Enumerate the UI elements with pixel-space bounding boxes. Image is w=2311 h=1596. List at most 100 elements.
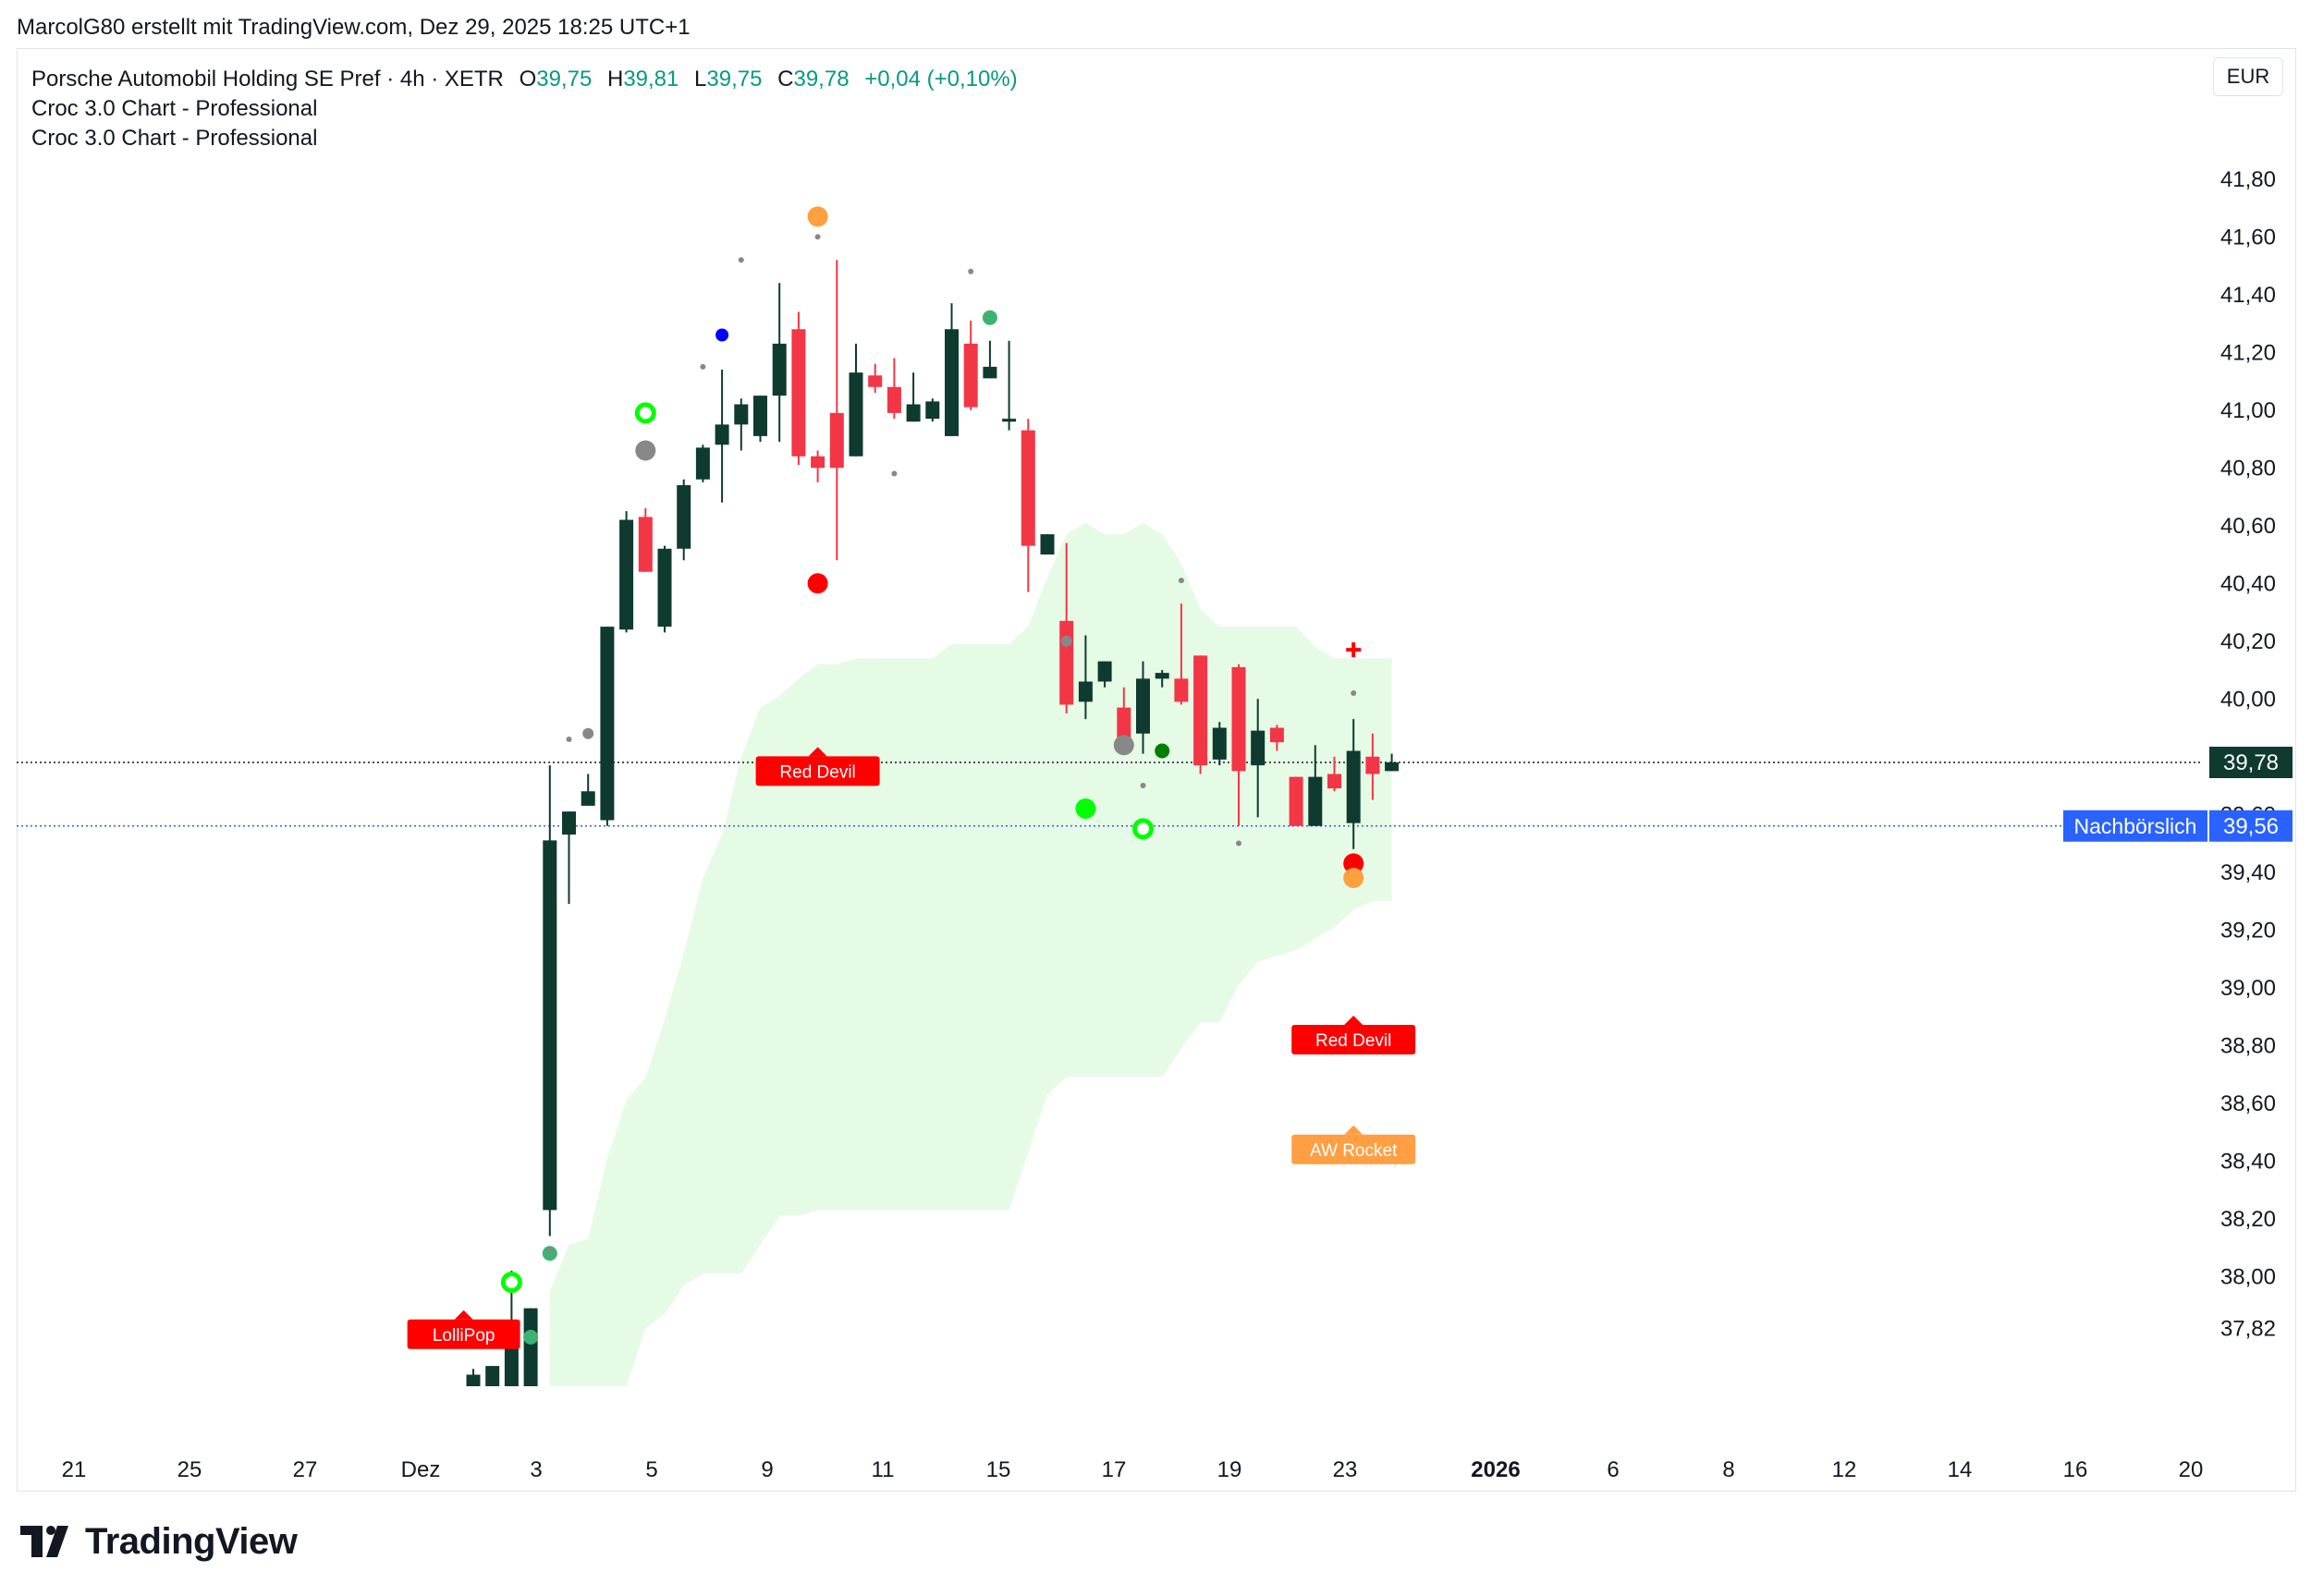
indicator-legend-1[interactable]: Croc 3.0 Chart - Professional [31, 96, 318, 121]
y-axis-tick-label: 40,80 [2220, 456, 2276, 481]
signal-label-text: Red Devil [1315, 1031, 1391, 1051]
y-axis-tick-label: 38,60 [2220, 1091, 2276, 1116]
signal-marker-dot-orange [807, 206, 828, 227]
candle-body [772, 343, 787, 396]
close-value: 39,78 [793, 67, 850, 91]
candle-body [753, 396, 767, 436]
x-axis-tick-label: 6 [1607, 1457, 1619, 1482]
candle-body [1365, 756, 1380, 774]
candle-body [1040, 534, 1055, 554]
last-price-tag [2209, 747, 2293, 778]
x-axis-tick-label: 11 [872, 1457, 895, 1482]
candle-body [1212, 727, 1227, 760]
candle-body [983, 366, 997, 379]
candle-body [963, 343, 978, 408]
signal-marker-ring [500, 1272, 522, 1293]
chart-legend: Porsche Automobil Holding SE Pref · 4h ·… [31, 65, 1018, 153]
x-axis-tick-label: 12 [1832, 1457, 1857, 1482]
x-axis-tick-label: 2026 [1471, 1457, 1520, 1482]
signal-marker-dot-red [1343, 853, 1364, 874]
candle-body [1308, 776, 1323, 826]
x-axis-tick-label: 27 [293, 1457, 318, 1482]
y-axis-tick-label: 39,20 [2220, 918, 2276, 943]
x-axis-tick-label: 3 [530, 1457, 542, 1482]
post-market-price-tag [2209, 810, 2293, 842]
candle-body [925, 401, 940, 420]
tradingview-logo[interactable]: TradingView [20, 1520, 298, 1563]
candle-body [562, 811, 576, 835]
candle-body [581, 791, 595, 806]
signal-label-pointer [1344, 1016, 1363, 1025]
post-market-label-tag [2063, 810, 2207, 842]
signal-marker-dot-blue [715, 328, 729, 342]
y-axis-tick-label: 38,80 [2220, 1033, 2276, 1058]
x-axis-tick-label: Dez [401, 1457, 441, 1482]
high-value: 39,81 [623, 67, 679, 91]
y-axis-tick-label: 38,40 [2220, 1149, 2276, 1174]
tradingview-logo-icon [20, 1526, 68, 1557]
signal-marker-dot-tiny [1351, 690, 1357, 696]
signal-marker-dot-tiny [566, 737, 572, 742]
signal-marker-dot-green [1155, 743, 1170, 759]
candle-body [1327, 774, 1341, 789]
y-axis-tick-label: 41,80 [2220, 167, 2276, 192]
candle-body [485, 1366, 500, 1386]
x-axis-tick-label: 21 [62, 1457, 87, 1482]
candle-body [1136, 678, 1150, 734]
candle-body [906, 404, 921, 422]
y-axis-tick-label: 40,60 [2220, 514, 2276, 539]
signal-marker-dot-teal [542, 1246, 557, 1261]
signal-marker-dot-tiny [891, 470, 898, 477]
candle-body [1059, 620, 1074, 705]
post-market-label-text: Nachbörslich [2074, 814, 2197, 838]
x-axis-tick-label: 9 [761, 1457, 773, 1482]
x-axis-tick-label: 14 [1948, 1457, 1973, 1482]
signal-marker-ring [634, 402, 656, 424]
candle-body [695, 447, 710, 480]
candle-body [1385, 762, 1400, 772]
x-axis-tick-label: 8 [1722, 1457, 1734, 1482]
signal-label-pointer [1344, 1125, 1363, 1135]
y-axis-tick-label: 38,20 [2220, 1207, 2276, 1232]
signal-label-box [1291, 1025, 1416, 1054]
candle-body [1289, 776, 1303, 826]
x-axis-tick-label: 23 [1333, 1457, 1358, 1482]
candle-body [734, 404, 749, 425]
open-label: O [519, 67, 537, 91]
y-axis-tick-label: 39,40 [2220, 860, 2276, 885]
candle-body [886, 386, 901, 413]
y-axis-tick-label: 39,00 [2220, 976, 2276, 1001]
legend-ohlc-row[interactable]: Porsche Automobil Holding SE Pref · 4h ·… [31, 65, 1018, 94]
signal-label-box [407, 1319, 520, 1349]
signal-label-pointer [808, 747, 827, 757]
candle-body [945, 329, 959, 436]
candle-body [1097, 661, 1112, 682]
y-axis-tick-label: 41,60 [2220, 225, 2276, 250]
indicator-legend-2[interactable]: Croc 3.0 Chart - Professional [31, 126, 318, 151]
x-axis-tick-label: 20 [2179, 1457, 2204, 1482]
signal-marker-dot-gray [1060, 635, 1072, 647]
signal-label-text: Red Devil [779, 762, 855, 782]
signal-marker-dot-gray-big [1113, 735, 1134, 756]
y-axis-tick-label: 41,00 [2220, 398, 2276, 423]
candle-body [466, 1374, 481, 1386]
signal-marker-dot-green-big [1075, 798, 1096, 819]
signal-marker-dot-tiny [968, 268, 974, 274]
signal-marker-dot-tiny [700, 363, 706, 370]
candle-body [677, 485, 691, 549]
signal-marker-dot-red [807, 573, 828, 594]
candle-body [523, 1308, 538, 1386]
y-axis-tick-label: 41,20 [2220, 340, 2276, 365]
last-price-tag-text: 39,78 [2223, 750, 2279, 775]
y-axis-tick-label: 40,00 [2220, 687, 2276, 712]
symbol-name[interactable]: Porsche Automobil Holding SE Pref · 4h ·… [31, 67, 504, 91]
open-value: 39,75 [536, 67, 593, 91]
currency-button[interactable]: EUR [2213, 57, 2283, 96]
candle-body [829, 412, 844, 469]
candle-body [715, 424, 729, 445]
x-axis-tick-label: 15 [986, 1457, 1011, 1482]
chart-frame [17, 48, 2296, 1492]
low-label: L [694, 67, 707, 91]
logo-text: TradingView [85, 1520, 298, 1562]
